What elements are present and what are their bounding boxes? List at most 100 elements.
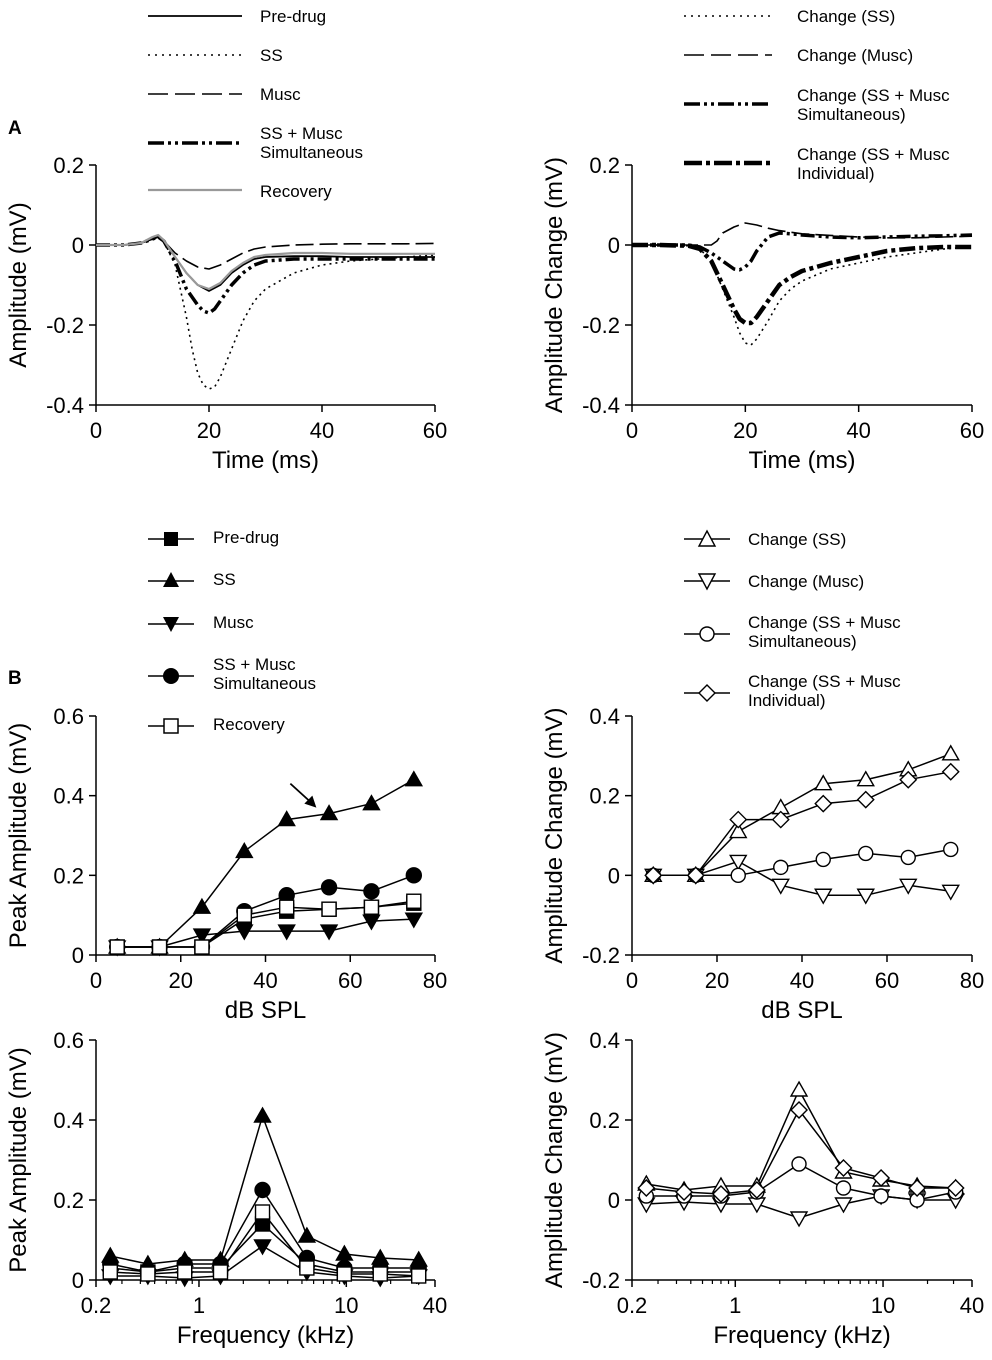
chart-B1: 0 0.2 0.4 0.6 0 20 40 60 80 dB SPL Peak Amplitude … — [5, 704, 447, 1024]
data-point — [771, 878, 790, 895]
data-point — [856, 790, 875, 809]
data-point — [899, 770, 918, 789]
x-tick-label: 80 — [423, 968, 447, 993]
data-point — [363, 899, 380, 915]
legend-a-right: Change (SS) Change (Musc) Change (SS + M… — [684, 7, 950, 183]
y-tick-label: -0.4 — [582, 393, 620, 418]
data-point — [747, 1181, 766, 1199]
data-point — [729, 822, 748, 839]
series-line — [632, 231, 973, 272]
y-axis-label: Amplitude Change (mV) — [541, 157, 568, 413]
legend-b-right-sim-2: Simultaneous) — [748, 632, 857, 651]
data-point — [856, 770, 875, 787]
y-tick-label: -0.2 — [582, 1268, 620, 1293]
data-point — [319, 924, 339, 941]
x-tick-label: 1 — [193, 1293, 205, 1318]
x-tick-label: 10 — [871, 1293, 895, 1318]
x-tick-label: 60 — [338, 968, 362, 993]
series — [102, 1204, 427, 1284]
legend-marker-triangle-down-filled — [163, 617, 179, 632]
panel-label-b: B — [8, 668, 22, 689]
data-point — [405, 867, 423, 884]
data-point — [192, 897, 212, 914]
x-tick-label: 40 — [790, 968, 814, 993]
data-point — [729, 854, 748, 871]
data-point — [943, 841, 959, 858]
data-point — [791, 1156, 807, 1172]
legend-a-right-musc: Change (Musc) — [797, 46, 913, 65]
x-tick-label: 20 — [705, 968, 729, 993]
y-tick-label: 0.2 — [589, 153, 620, 178]
series — [96, 235, 435, 315]
data-point — [815, 851, 831, 868]
legend-marker-triangle-down-open — [697, 573, 717, 591]
legend-a-left-recovery: Recovery — [260, 182, 332, 201]
data-point — [814, 794, 833, 813]
x-tick-label: 60 — [875, 968, 899, 993]
arrow-head — [304, 795, 317, 808]
x-tick-label: 0.2 — [617, 1293, 648, 1318]
legend-b-right-ind-2: Individual) — [748, 691, 826, 710]
series-line — [653, 753, 952, 877]
y-tick-label: 0 — [72, 1268, 84, 1293]
data-point — [941, 884, 960, 901]
legend-a-left: Pre-drug SS Musc SS + Musc Simultaneous … — [148, 7, 363, 201]
y-tick-label: 0.4 — [589, 704, 620, 729]
y-axis-label: Peak Amplitude (mV) — [5, 723, 32, 948]
data-point — [941, 744, 960, 761]
data-point — [277, 924, 296, 941]
y-axis-label: Amplitude Change (mV) — [541, 1032, 568, 1288]
y-tick-label: 0.4 — [53, 1108, 84, 1133]
legend-b-left: Pre-drug SS Musc SS + Musc Simultaneous … — [148, 528, 316, 734]
x-tick-label: 0.2 — [81, 1293, 112, 1318]
x-tick-label: 10 — [334, 1293, 358, 1318]
x-tick-label: 80 — [960, 968, 984, 993]
series — [632, 231, 973, 272]
x-tick-label: 20 — [197, 418, 221, 443]
legend-marker-square-open — [163, 718, 179, 734]
data-point — [675, 1183, 694, 1201]
y-tick-label: 0.2 — [53, 153, 84, 178]
legend-b-left-predrug: Pre-drug — [213, 528, 279, 547]
x-axis-label: dB SPL — [761, 997, 842, 1024]
legend-a-left-musc: Musc — [260, 85, 301, 104]
series — [632, 244, 973, 346]
legend-a-left-ssmusc: SS + Musc — [260, 124, 343, 143]
data-point — [254, 1181, 271, 1199]
y-tick-label: 0.2 — [53, 863, 84, 888]
data-point — [790, 1101, 809, 1119]
data-point — [212, 1264, 229, 1280]
data-point — [406, 893, 422, 909]
legend-a-right-ind-2: Individual) — [797, 164, 875, 183]
data-point — [789, 1080, 809, 1097]
y-tick-label: 0.2 — [589, 784, 620, 809]
y-axis-label: Peak Amplitude (mV) — [5, 1047, 32, 1272]
x-tick-label: 40 — [423, 1293, 447, 1318]
legend-a-right-ss: Change (SS) — [797, 7, 895, 26]
legend-b-right-ind-1: Change (SS + Musc — [748, 672, 901, 691]
series — [109, 893, 422, 955]
data-point — [254, 1204, 271, 1220]
series-line — [646, 1108, 956, 1195]
panel-label-a: A — [8, 118, 22, 139]
data-point — [637, 1179, 656, 1197]
series — [96, 233, 435, 291]
data-point — [835, 1180, 852, 1196]
y-tick-label: -0.2 — [46, 313, 84, 338]
x-tick-label: 40 — [253, 968, 277, 993]
data-point — [873, 1188, 889, 1204]
y-tick-label: -0.4 — [46, 393, 84, 418]
data-point — [747, 1197, 767, 1214]
x-tick-label: 40 — [310, 418, 334, 443]
legend-b-left-recovery: Recovery — [213, 715, 285, 734]
legend-b-right-ss: Change (SS) — [748, 530, 846, 549]
data-point — [140, 1266, 156, 1282]
legend-marker-triangle-up-filled — [163, 572, 179, 587]
y-axis-label: Amplitude Change (mV) — [541, 707, 568, 963]
data-point — [686, 866, 705, 885]
data-point — [194, 939, 210, 955]
data-point — [410, 1268, 427, 1284]
x-tick-label: 0 — [626, 418, 638, 443]
legend-b-right-sim-1: Change (SS + Musc — [748, 613, 901, 632]
